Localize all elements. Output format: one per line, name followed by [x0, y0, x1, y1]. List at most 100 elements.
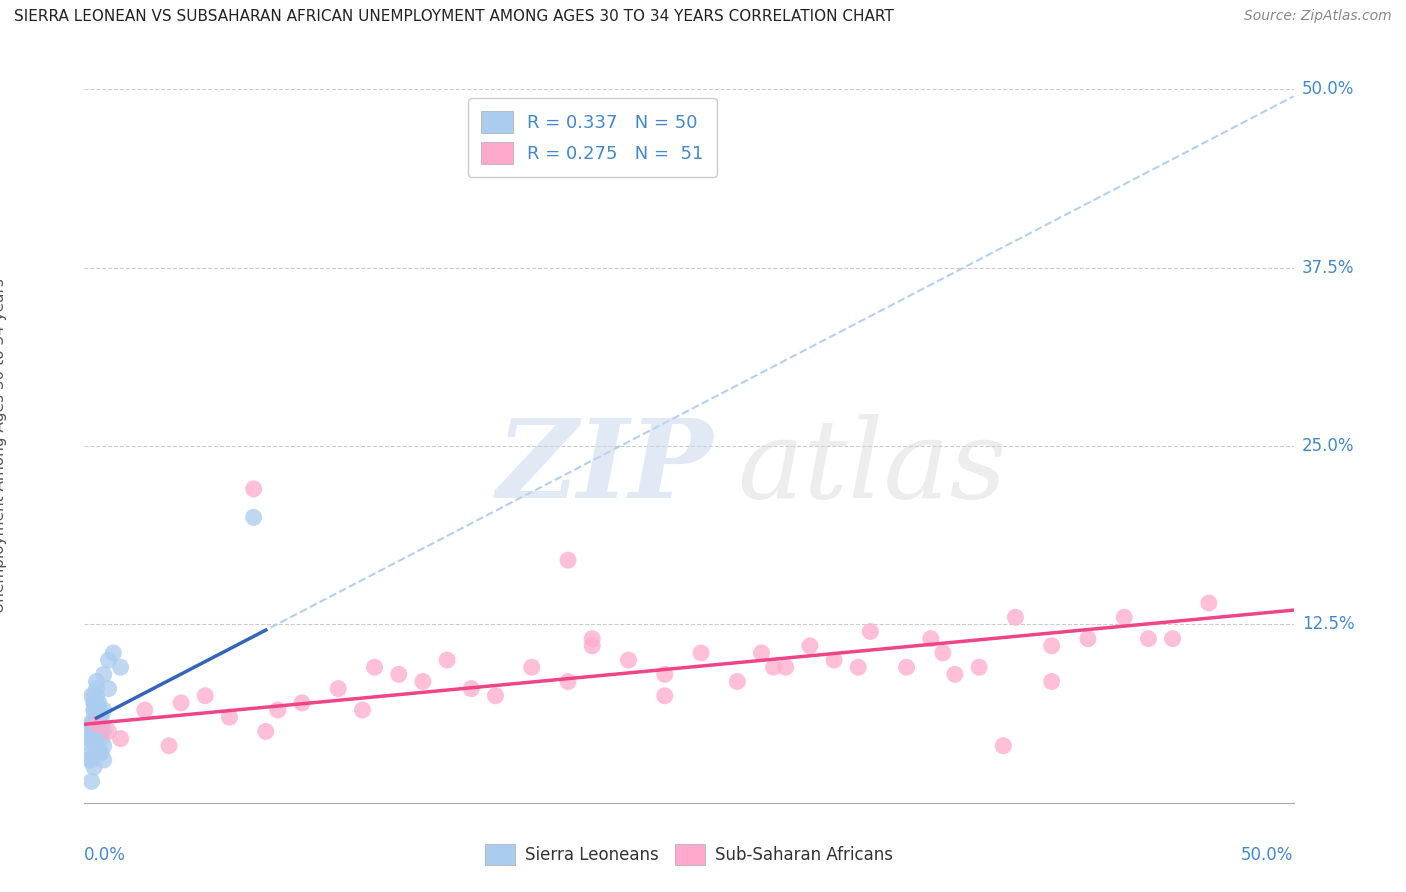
Point — [363, 660, 385, 674]
Point — [846, 660, 869, 674]
Point — [90, 710, 112, 724]
Point — [557, 553, 579, 567]
Point — [86, 681, 108, 696]
Point — [97, 724, 120, 739]
Text: 50.0%: 50.0% — [1241, 846, 1294, 863]
Point — [86, 717, 108, 731]
Point — [80, 731, 103, 746]
Point — [1137, 632, 1160, 646]
Text: SIERRA LEONEAN VS SUBSAHARAN AFRICAN UNEMPLOYMENT AMONG AGES 30 TO 34 YEARS CORR: SIERRA LEONEAN VS SUBSAHARAN AFRICAN UNE… — [14, 9, 894, 24]
Point — [134, 703, 156, 717]
Point — [87, 724, 110, 739]
Point — [157, 739, 180, 753]
Point — [77, 753, 100, 767]
Point — [103, 646, 125, 660]
Point — [86, 717, 108, 731]
Point — [328, 681, 350, 696]
Point — [194, 689, 217, 703]
Point — [1040, 639, 1063, 653]
Point — [80, 774, 103, 789]
Point — [557, 674, 579, 689]
Point — [86, 739, 108, 753]
Point — [86, 689, 108, 703]
Point — [1161, 632, 1184, 646]
Point — [775, 660, 797, 674]
Point — [690, 646, 713, 660]
Text: Unemployment Among Ages 30 to 34 years: Unemployment Among Ages 30 to 34 years — [0, 278, 7, 614]
Point — [87, 703, 110, 717]
Point — [83, 689, 105, 703]
Point — [520, 660, 543, 674]
Point — [77, 731, 100, 746]
Point — [412, 674, 434, 689]
Point — [93, 753, 115, 767]
Point — [86, 696, 108, 710]
Point — [654, 689, 676, 703]
Point — [484, 689, 506, 703]
Point — [87, 746, 110, 760]
Point — [254, 724, 277, 739]
Point — [83, 703, 105, 717]
Point — [80, 717, 103, 731]
Point — [86, 703, 108, 717]
Point — [110, 660, 132, 674]
Point — [751, 646, 773, 660]
Text: Source: ZipAtlas.com: Source: ZipAtlas.com — [1244, 9, 1392, 23]
Point — [80, 739, 103, 753]
Point — [1198, 596, 1220, 610]
Point — [87, 717, 110, 731]
Point — [291, 696, 314, 710]
Text: 12.5%: 12.5% — [1302, 615, 1354, 633]
Text: 0.0%: 0.0% — [84, 846, 127, 863]
Point — [823, 653, 845, 667]
Point — [93, 739, 115, 753]
Point — [1077, 632, 1099, 646]
Point — [617, 653, 640, 667]
Point — [110, 731, 132, 746]
Point — [83, 760, 105, 774]
Text: atlas: atlas — [737, 414, 1007, 521]
Point — [87, 696, 110, 710]
Point — [93, 724, 115, 739]
Point — [581, 639, 603, 653]
Point — [90, 746, 112, 760]
Point — [460, 681, 482, 696]
Point — [267, 703, 290, 717]
Point — [762, 660, 785, 674]
Point — [97, 681, 120, 696]
Point — [242, 482, 264, 496]
Point — [859, 624, 882, 639]
Point — [83, 696, 105, 710]
Point — [654, 667, 676, 681]
Point — [87, 717, 110, 731]
Point — [1004, 610, 1026, 624]
Point — [90, 731, 112, 746]
Point — [86, 674, 108, 689]
Point — [93, 703, 115, 717]
Point — [86, 710, 108, 724]
Point — [242, 510, 264, 524]
Point — [932, 646, 955, 660]
Point — [967, 660, 990, 674]
Point — [80, 731, 103, 746]
Point — [170, 696, 193, 710]
Text: 25.0%: 25.0% — [1302, 437, 1354, 455]
Point — [436, 653, 458, 667]
Point — [83, 710, 105, 724]
Text: ZIP: ZIP — [496, 414, 713, 521]
Point — [80, 689, 103, 703]
Point — [90, 724, 112, 739]
Point — [799, 639, 821, 653]
Point — [83, 696, 105, 710]
Point — [943, 667, 966, 681]
Point — [80, 724, 103, 739]
Point — [920, 632, 942, 646]
Legend: Sierra Leoneans, Sub-Saharan Africans: Sierra Leoneans, Sub-Saharan Africans — [477, 836, 901, 873]
Point — [388, 667, 411, 681]
Point — [87, 710, 110, 724]
Point — [80, 753, 103, 767]
Text: 37.5%: 37.5% — [1302, 259, 1354, 277]
Text: 50.0%: 50.0% — [1302, 80, 1354, 98]
Point — [83, 703, 105, 717]
Point — [80, 746, 103, 760]
